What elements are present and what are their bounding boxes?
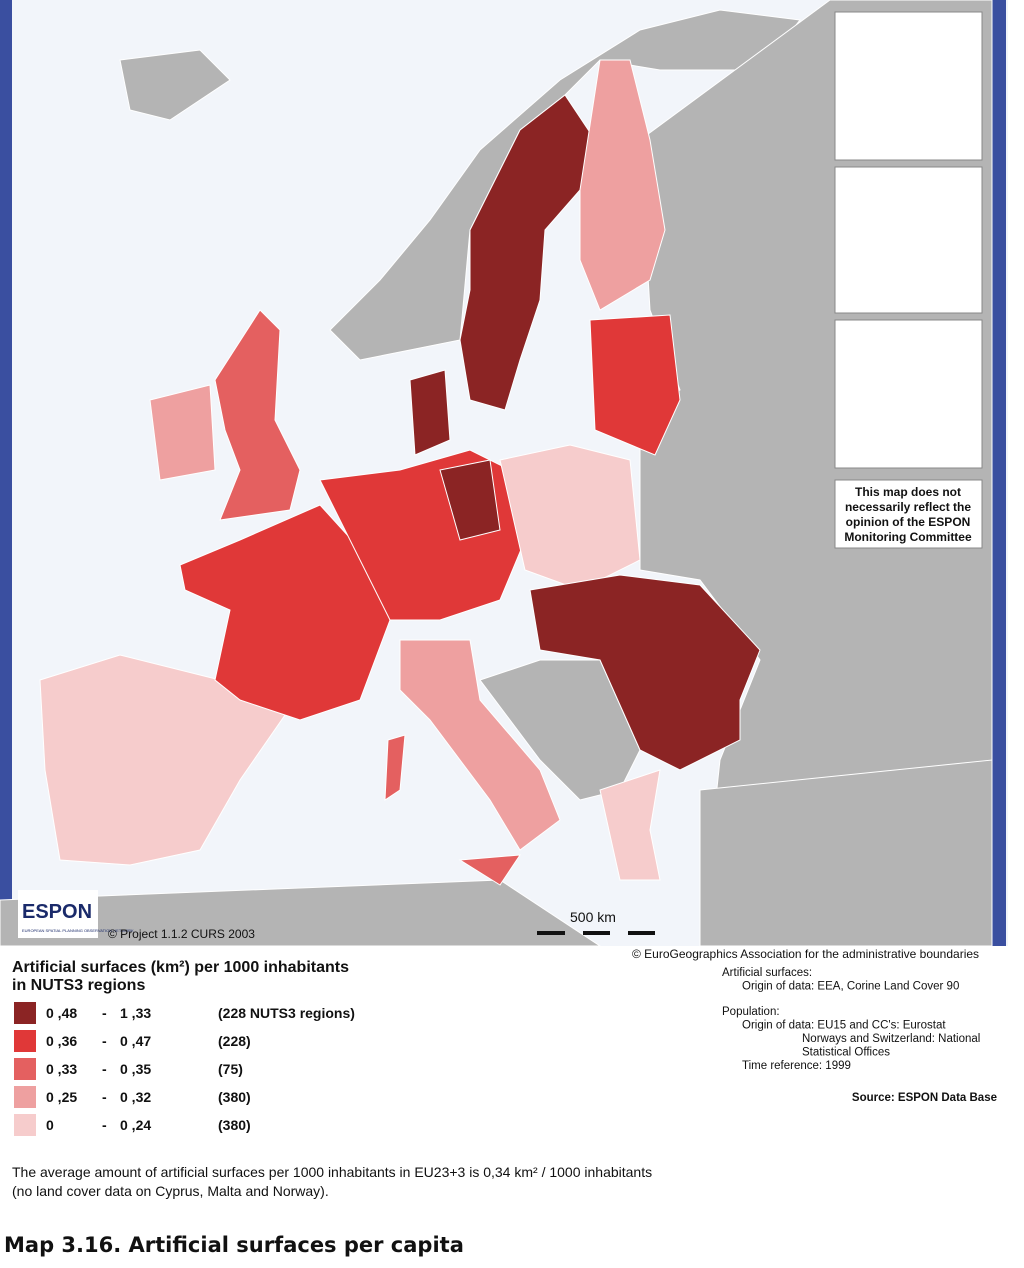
land — [0, 0, 993, 947]
legend-sep: - — [102, 1117, 107, 1133]
legend-from: 0 ,33 — [46, 1061, 77, 1077]
note: (no land cover data on Cyprus, Malta and… — [12, 1183, 329, 1199]
copyright: © EuroGeographics Association for the ad… — [632, 947, 979, 961]
border-right — [992, 0, 1006, 946]
source-line: Origin of data: EU15 and CC's: Eurostat — [742, 1020, 946, 1032]
caption: Map 3.16. Artificial surfaces per capita — [4, 1233, 464, 1257]
legend-swatch — [14, 1002, 36, 1024]
legend-title: in NUTS3 regions — [12, 977, 145, 994]
legend-to: 0 ,24 — [120, 1117, 151, 1133]
legend-count: (228 NUTS3 regions) — [218, 1005, 355, 1021]
source: Source: ESPON Data Base — [852, 1092, 997, 1104]
legend-to: 0 ,47 — [120, 1033, 151, 1049]
disclaimer-line: opinion of the ESPON — [846, 515, 971, 529]
legend-swatch — [14, 1030, 36, 1052]
note: The average amount of artificial surface… — [12, 1164, 652, 1180]
legend-swatch — [14, 1086, 36, 1108]
disclaimer-line: necessarily reflect the — [845, 500, 971, 514]
legend-sep: - — [102, 1033, 107, 1049]
legend-title: Artificial surfaces (km²) per 1000 inhab… — [12, 959, 349, 976]
legend-count: (75) — [218, 1061, 243, 1077]
legend-sep: - — [102, 1005, 107, 1021]
legend-to: 0 ,35 — [120, 1061, 151, 1077]
legend-swatch — [14, 1058, 36, 1080]
disclaimer-box — [834, 479, 983, 549]
legend-sep: - — [102, 1061, 107, 1077]
legend-count: (380) — [218, 1117, 251, 1133]
project: © Project 1.1.2 CURS 2003 — [108, 927, 255, 941]
logo-subtitle: EUROPEAN SPATIAL PLANNING OBSERVATION NE… — [22, 928, 134, 933]
insets — [834, 11, 983, 469]
legend-from: 0 ,25 — [46, 1089, 77, 1105]
legend-count: (380) — [218, 1089, 251, 1105]
source-line: Artificial surfaces: — [722, 967, 812, 979]
legend-sep: - — [102, 1089, 107, 1105]
legend-count: (228) — [218, 1033, 251, 1049]
legend-to: 0 ,32 — [120, 1089, 151, 1105]
scale-label: 500 km — [570, 909, 616, 925]
source-line: Statistical Offices — [802, 1047, 890, 1059]
legend-from: 0 — [46, 1117, 54, 1133]
legend-swatch — [14, 1114, 36, 1136]
source-line: Norways and Switzerland: National — [802, 1033, 980, 1045]
legend-to: 1 ,33 — [120, 1005, 151, 1021]
source-line: Time reference: 1999 — [742, 1060, 851, 1072]
disclaimer-line: Monitoring Committee — [844, 530, 972, 544]
legend-from: 0 ,36 — [46, 1033, 77, 1049]
source-line: Origin of data: EEA, Corine Land Cover 9… — [742, 981, 959, 993]
logo-box — [18, 890, 98, 938]
disclaimer-line: This map does not — [855, 485, 961, 499]
border-left — [0, 0, 12, 946]
source-line: Population: — [722, 1006, 780, 1018]
legend-from: 0 ,48 — [46, 1005, 77, 1021]
logo-name: ESPON — [22, 901, 92, 923]
